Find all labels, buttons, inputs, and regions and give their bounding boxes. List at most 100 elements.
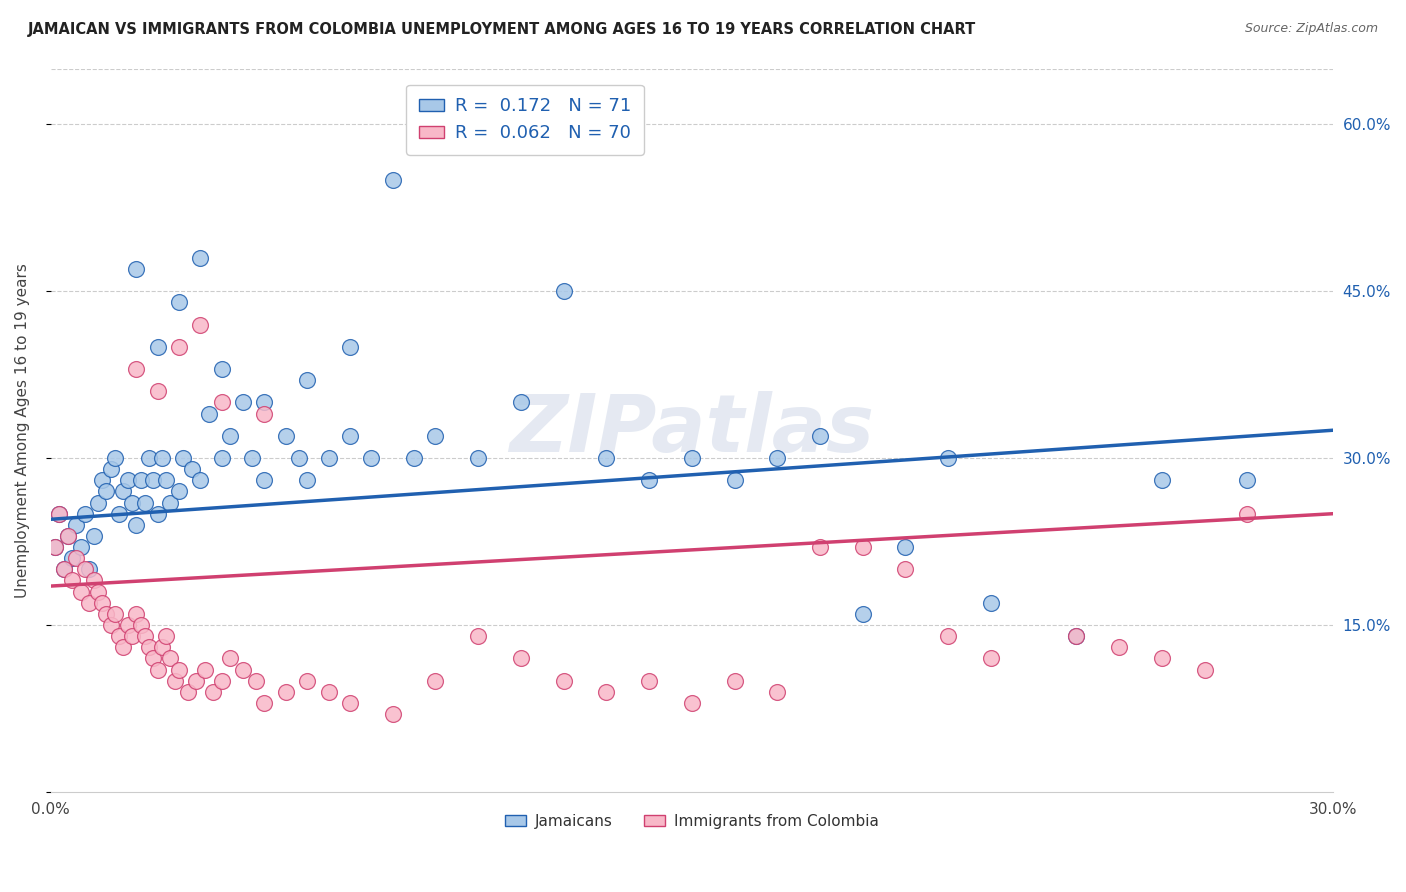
Point	[83, 574, 105, 588]
Point	[766, 685, 789, 699]
Point	[638, 673, 661, 688]
Point	[253, 696, 276, 710]
Point	[146, 384, 169, 399]
Point	[167, 340, 190, 354]
Point	[1066, 629, 1088, 643]
Point	[595, 451, 617, 466]
Point	[219, 429, 242, 443]
Point	[723, 673, 745, 688]
Point	[83, 529, 105, 543]
Point	[894, 540, 917, 554]
Point	[73, 562, 96, 576]
Point	[125, 362, 148, 376]
Point	[318, 685, 340, 699]
Point	[146, 507, 169, 521]
Point	[172, 451, 194, 466]
Point	[211, 395, 233, 409]
Point	[129, 618, 152, 632]
Point	[108, 507, 131, 521]
Point	[202, 685, 225, 699]
Point	[56, 529, 79, 543]
Point	[1236, 507, 1258, 521]
Point	[297, 673, 319, 688]
Point	[134, 629, 156, 643]
Point	[936, 629, 959, 643]
Point	[176, 685, 198, 699]
Point	[1194, 663, 1216, 677]
Point	[79, 562, 101, 576]
Point	[1236, 473, 1258, 487]
Point	[125, 261, 148, 276]
Point	[425, 429, 447, 443]
Point	[129, 473, 152, 487]
Point	[402, 451, 425, 466]
Point	[211, 362, 233, 376]
Point	[211, 451, 233, 466]
Point	[48, 507, 70, 521]
Point	[638, 473, 661, 487]
Point	[595, 685, 617, 699]
Point	[681, 451, 703, 466]
Point	[467, 629, 489, 643]
Point	[134, 495, 156, 509]
Point	[163, 673, 186, 688]
Legend: Jamaicans, Immigrants from Colombia: Jamaicans, Immigrants from Colombia	[499, 808, 886, 835]
Point	[104, 451, 127, 466]
Point	[1108, 640, 1130, 655]
Point	[553, 673, 575, 688]
Point	[69, 584, 91, 599]
Point	[253, 395, 276, 409]
Point	[467, 451, 489, 466]
Point	[121, 629, 143, 643]
Point	[79, 596, 101, 610]
Point	[339, 340, 361, 354]
Point	[100, 618, 122, 632]
Point	[104, 607, 127, 621]
Point	[56, 529, 79, 543]
Point	[91, 473, 114, 487]
Point	[1150, 651, 1173, 665]
Point	[180, 462, 202, 476]
Point	[96, 607, 118, 621]
Point	[87, 495, 110, 509]
Point	[125, 517, 148, 532]
Point	[509, 395, 531, 409]
Point	[150, 640, 173, 655]
Point	[159, 651, 181, 665]
Point	[60, 551, 83, 566]
Point	[980, 596, 1002, 610]
Point	[91, 596, 114, 610]
Point	[69, 540, 91, 554]
Point	[852, 607, 875, 621]
Point	[190, 473, 212, 487]
Point	[297, 373, 319, 387]
Point	[194, 663, 217, 677]
Point	[509, 651, 531, 665]
Point	[117, 473, 139, 487]
Point	[100, 462, 122, 476]
Point	[1066, 629, 1088, 643]
Point	[274, 685, 297, 699]
Point	[553, 284, 575, 298]
Point	[52, 562, 75, 576]
Point	[240, 451, 263, 466]
Point	[723, 473, 745, 487]
Point	[184, 673, 207, 688]
Point	[381, 707, 404, 722]
Point	[138, 451, 160, 466]
Y-axis label: Unemployment Among Ages 16 to 19 years: Unemployment Among Ages 16 to 19 years	[15, 263, 30, 598]
Point	[155, 629, 177, 643]
Point	[425, 673, 447, 688]
Point	[117, 618, 139, 632]
Point	[44, 540, 66, 554]
Point	[159, 495, 181, 509]
Point	[936, 451, 959, 466]
Point	[339, 429, 361, 443]
Point	[232, 663, 254, 677]
Text: ZIPatlas: ZIPatlas	[509, 392, 875, 469]
Point	[808, 429, 831, 443]
Point	[60, 574, 83, 588]
Point	[1150, 473, 1173, 487]
Point	[894, 562, 917, 576]
Point	[167, 295, 190, 310]
